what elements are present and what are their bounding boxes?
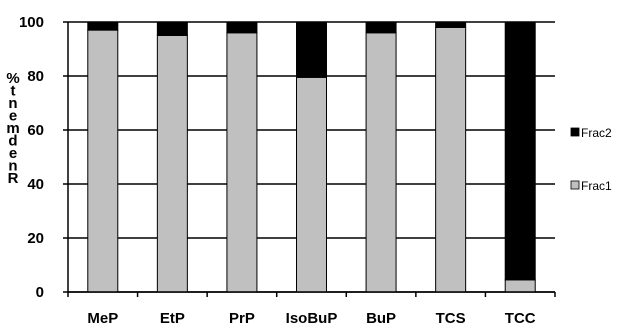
y-tick-label: 0	[36, 284, 44, 301]
y-tick-label: 100	[19, 14, 44, 31]
legend-label-frac2: Frac2	[581, 126, 612, 140]
y-axis-label-char: %	[6, 70, 19, 87]
y-tick-label: 20	[27, 230, 44, 247]
y-axis-label-char: m	[6, 120, 19, 137]
legend: Frac2 Frac1	[570, 126, 612, 193]
bar-frac2-isobup	[296, 21, 327, 78]
y-axis-label-char: t	[11, 83, 16, 100]
axes: 0 20 40 60 80 100 MeP EtP PrP IsoBuP BuP TCS TCC	[19, 14, 556, 327]
y-axis-label-char: n	[8, 95, 17, 112]
bar-frac1-prp	[226, 32, 258, 293]
bar-frac1-etp	[156, 35, 188, 293]
y-axis-label-char: n	[8, 158, 17, 175]
bar-frac2-tcc	[504, 21, 536, 281]
bar-frac2-tcs	[435, 21, 467, 28]
bar-frac2-etp	[156, 21, 188, 36]
bars	[87, 21, 536, 293]
y-axis-label-char: e	[9, 108, 17, 125]
x-tick-label: MeP	[87, 310, 118, 327]
bar-frac1-tcc	[504, 279, 536, 293]
legend-swatch-frac2	[570, 127, 580, 137]
bar-frac2-bup	[365, 21, 397, 34]
x-tick-label: TCC	[505, 310, 536, 327]
legend-label-frac1: Frac1	[581, 179, 612, 193]
bar-frac1-bup	[365, 32, 397, 293]
y-axis-label-char: d	[8, 133, 17, 150]
x-tick-label: EtP	[160, 310, 185, 327]
y-axis-label-char: e	[9, 145, 17, 162]
y-tick-label: 60	[27, 122, 44, 139]
bar-frac1-mep	[87, 29, 119, 293]
legend-swatch-frac1	[570, 180, 580, 190]
y-axis-label-char: R	[8, 170, 19, 187]
x-tick-label: IsoBuP	[286, 310, 338, 327]
bar-frac2-mep	[87, 21, 119, 31]
bar-frac1-isobup	[296, 76, 327, 293]
y-tick-label: 40	[27, 176, 44, 193]
bar-frac1-tcs	[435, 26, 467, 293]
bar-frac2-prp	[226, 21, 258, 34]
x-tick-label: PrP	[229, 310, 255, 327]
y-tick-label: 80	[27, 68, 44, 85]
x-tick-label: BuP	[366, 310, 396, 327]
x-tick-label: TCS	[436, 310, 466, 327]
